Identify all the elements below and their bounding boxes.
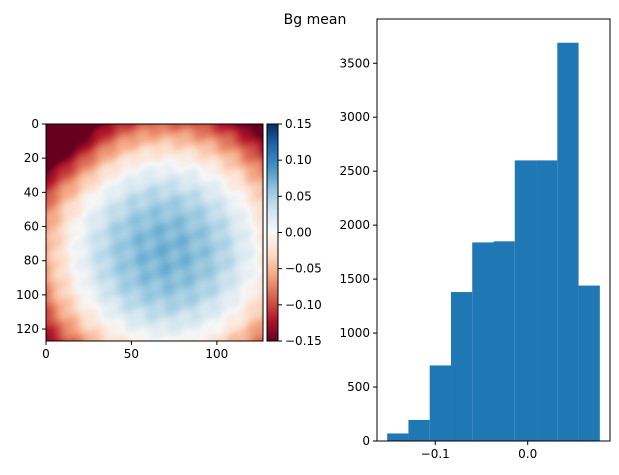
colorbar-tick-label: 0.15	[285, 117, 312, 131]
colorbar-tick-label: −0.10	[285, 298, 322, 312]
colorbar-tick-label: 0.00	[285, 226, 312, 240]
histogram-bar	[536, 160, 558, 442]
figure-title: Bg mean	[284, 12, 347, 28]
heatmap-y-tick-label: 40	[24, 185, 39, 199]
heatmap-x-tick-label: 0	[42, 347, 50, 361]
histogram-y-tick-label: 2500	[339, 164, 370, 178]
histogram-bar	[578, 285, 600, 441]
heatmap-y-tick-label: 20	[24, 151, 39, 165]
histogram-y-tick-label: 1500	[339, 272, 370, 286]
histogram-y-tick-label: 2000	[339, 218, 370, 232]
histogram-frame	[376, 18, 611, 442]
histogram-y-tick-label: 3500	[339, 56, 370, 70]
histogram-y-tick-label: 3000	[339, 110, 370, 124]
histogram-panel: −0.1 0.0 0 500 1000 1500 2000 2500 3000 3500	[339, 18, 611, 461]
heatmap-y-tick-label: 0	[31, 117, 39, 131]
heatmap-y-tick-label: 80	[24, 254, 39, 268]
histogram-y-tick-label: 1000	[339, 326, 370, 340]
histogram-bar	[557, 42, 579, 442]
heatmap-y-ticks: 0 20 40 60 80 100 120	[16, 117, 46, 336]
colorbar: 0.15 0.10 0.05 0.00 −0.05 −0.10 −0.15	[266, 117, 322, 348]
colorbar-ticks: 0.15 0.10 0.05 0.00 −0.05 −0.10 −0.15	[278, 117, 322, 348]
colorbar-tick-label: −0.15	[285, 334, 322, 348]
histogram-y-tick-label: 500	[347, 380, 370, 394]
histogram-x-tick-label: 0.0	[518, 447, 537, 461]
histogram-bar	[429, 365, 451, 441]
heatmap-x-ticks: 0 50 100	[42, 341, 228, 361]
colorbar-tick-label: 0.10	[285, 153, 312, 167]
colorbar-tick-label: 0.05	[285, 189, 312, 203]
colorbar-gradient	[267, 124, 278, 341]
heatmap-y-tick-label: 60	[24, 220, 39, 234]
heatmap-frame	[45, 123, 264, 342]
histogram-bar	[387, 433, 409, 441]
heatmap-image	[46, 124, 263, 341]
colorbar-tick-label: −0.05	[285, 262, 322, 276]
histogram-y-tick-label: 0	[362, 434, 370, 448]
histogram-bar	[450, 292, 473, 441]
histogram-bars	[387, 42, 600, 442]
heatmap-x-tick-label: 50	[124, 347, 139, 361]
heatmap-x-tick-label: 100	[205, 347, 228, 361]
histogram-y-ticks: 0 500 1000 1500 2000 2500 3000 3500	[339, 56, 377, 448]
histogram-bar	[408, 419, 430, 441]
histogram-bar	[493, 241, 515, 441]
heatmap-panel: 0 50 100 0 20 40 60 80 100 120	[16, 117, 264, 361]
histogram-x-ticks: −0.1 0.0	[421, 441, 537, 461]
histogram-bar	[472, 242, 494, 441]
heatmap-y-tick-label: 100	[16, 288, 39, 302]
heatmap-y-tick-label: 120	[16, 322, 39, 336]
histogram-x-tick-label: −0.1	[421, 447, 450, 461]
histogram-bar	[514, 160, 537, 442]
